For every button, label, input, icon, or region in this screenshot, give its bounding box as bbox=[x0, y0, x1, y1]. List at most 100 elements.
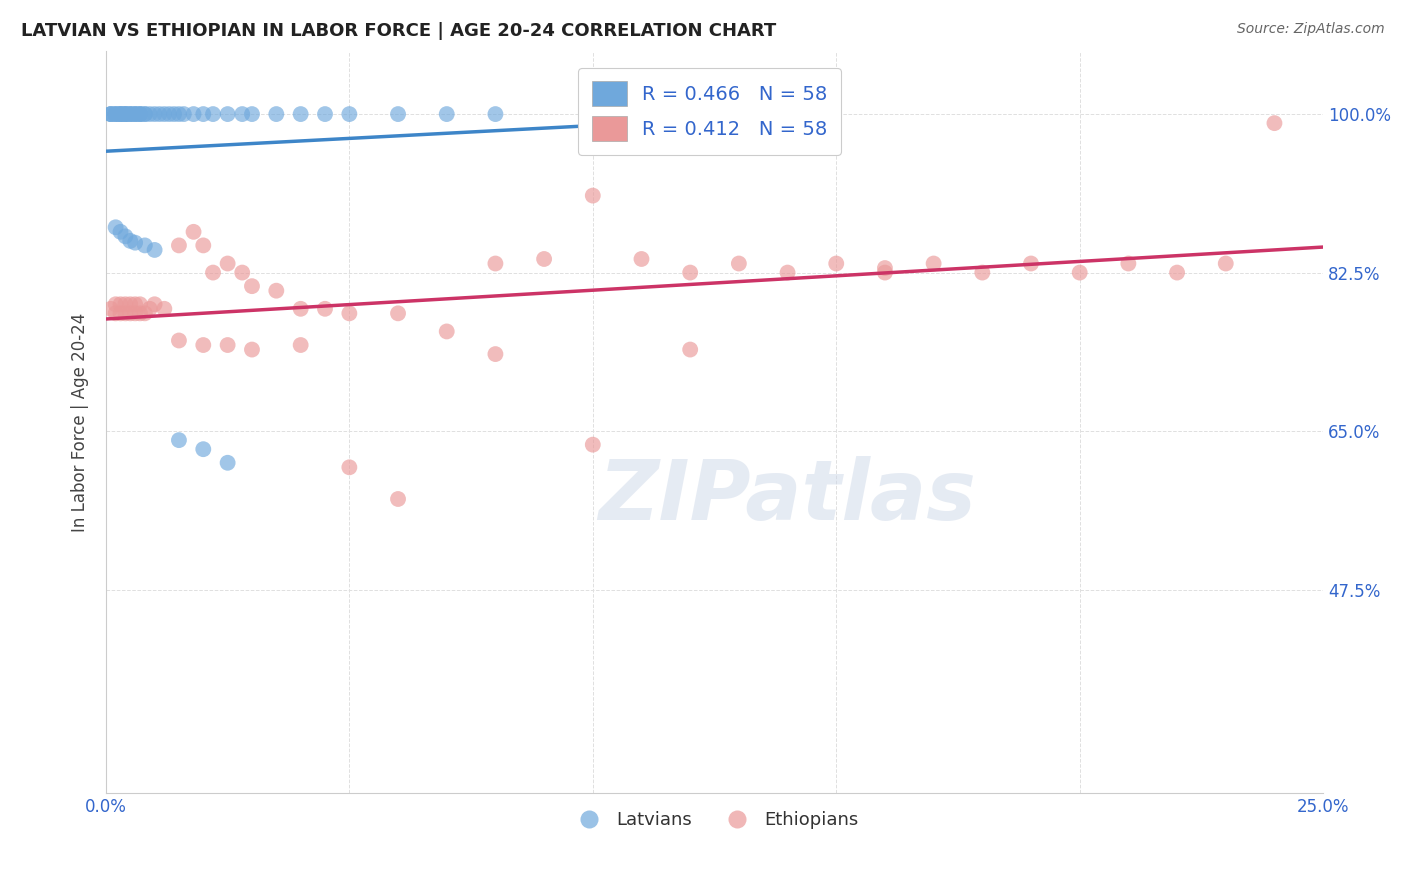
Point bbox=[104, 306, 127, 320]
Point bbox=[873, 266, 896, 280]
Point bbox=[104, 220, 127, 235]
Point bbox=[484, 107, 506, 121]
Point bbox=[972, 266, 994, 280]
Point bbox=[290, 301, 312, 316]
Point bbox=[138, 301, 160, 316]
Point bbox=[120, 107, 142, 121]
Point bbox=[110, 107, 132, 121]
Point bbox=[114, 107, 136, 121]
Point bbox=[266, 107, 288, 121]
Point bbox=[337, 460, 360, 475]
Point bbox=[873, 261, 896, 276]
Y-axis label: In Labor Force | Age 20-24: In Labor Force | Age 20-24 bbox=[72, 312, 89, 532]
Point bbox=[124, 107, 146, 121]
Point bbox=[193, 338, 215, 352]
Point bbox=[582, 188, 605, 202]
Point bbox=[114, 107, 136, 121]
Point bbox=[167, 107, 190, 121]
Point bbox=[314, 301, 336, 316]
Point bbox=[337, 306, 360, 320]
Point bbox=[110, 297, 132, 311]
Point bbox=[120, 306, 142, 320]
Point bbox=[110, 107, 132, 121]
Text: ZIPatlas: ZIPatlas bbox=[599, 456, 977, 537]
Text: Source: ZipAtlas.com: Source: ZipAtlas.com bbox=[1237, 22, 1385, 37]
Point bbox=[533, 252, 555, 266]
Point bbox=[129, 297, 152, 311]
Point bbox=[728, 256, 751, 270]
Point bbox=[387, 306, 409, 320]
Point bbox=[1263, 116, 1285, 130]
Point bbox=[1215, 256, 1237, 270]
Point bbox=[266, 284, 288, 298]
Point bbox=[217, 107, 239, 121]
Point bbox=[240, 343, 263, 357]
Point bbox=[153, 107, 176, 121]
Point bbox=[134, 238, 156, 252]
Point bbox=[124, 107, 146, 121]
Point bbox=[183, 107, 205, 121]
Point bbox=[217, 338, 239, 352]
Point bbox=[120, 107, 142, 121]
Point bbox=[630, 252, 652, 266]
Point bbox=[290, 107, 312, 121]
Point bbox=[679, 343, 702, 357]
Point bbox=[143, 243, 166, 257]
Point bbox=[129, 107, 152, 121]
Point bbox=[290, 338, 312, 352]
Point bbox=[167, 334, 190, 348]
Point bbox=[193, 238, 215, 252]
Point bbox=[679, 266, 702, 280]
Point bbox=[124, 235, 146, 250]
Point bbox=[100, 107, 122, 121]
Point bbox=[1118, 256, 1140, 270]
Point bbox=[120, 297, 142, 311]
Point bbox=[114, 107, 136, 121]
Point bbox=[582, 107, 605, 121]
Point bbox=[387, 107, 409, 121]
Point bbox=[582, 437, 605, 451]
Point bbox=[153, 301, 176, 316]
Point bbox=[183, 225, 205, 239]
Point bbox=[1166, 266, 1188, 280]
Point bbox=[129, 107, 152, 121]
Point bbox=[134, 107, 156, 121]
Point bbox=[202, 107, 225, 121]
Point bbox=[134, 306, 156, 320]
Point bbox=[148, 107, 170, 121]
Point bbox=[124, 297, 146, 311]
Point bbox=[120, 234, 142, 248]
Point bbox=[104, 107, 127, 121]
Point bbox=[143, 297, 166, 311]
Point bbox=[110, 107, 132, 121]
Point bbox=[167, 238, 190, 252]
Point bbox=[104, 297, 127, 311]
Point bbox=[173, 107, 195, 121]
Point bbox=[193, 442, 215, 457]
Point bbox=[104, 107, 127, 121]
Point bbox=[104, 107, 127, 121]
Point bbox=[100, 301, 122, 316]
Point bbox=[337, 107, 360, 121]
Point bbox=[110, 225, 132, 239]
Point bbox=[484, 347, 506, 361]
Point bbox=[193, 107, 215, 121]
Text: LATVIAN VS ETHIOPIAN IN LABOR FORCE | AGE 20-24 CORRELATION CHART: LATVIAN VS ETHIOPIAN IN LABOR FORCE | AG… bbox=[21, 22, 776, 40]
Point bbox=[231, 107, 253, 121]
Point bbox=[776, 266, 799, 280]
Point bbox=[240, 107, 263, 121]
Point bbox=[231, 266, 253, 280]
Point bbox=[129, 107, 152, 121]
Point bbox=[129, 306, 152, 320]
Point bbox=[100, 107, 122, 121]
Point bbox=[110, 107, 132, 121]
Point bbox=[679, 107, 702, 121]
Point bbox=[240, 279, 263, 293]
Point bbox=[120, 107, 142, 121]
Point bbox=[825, 256, 848, 270]
Point bbox=[157, 107, 180, 121]
Point bbox=[114, 306, 136, 320]
Point bbox=[143, 107, 166, 121]
Point bbox=[163, 107, 186, 121]
Point bbox=[167, 433, 190, 447]
